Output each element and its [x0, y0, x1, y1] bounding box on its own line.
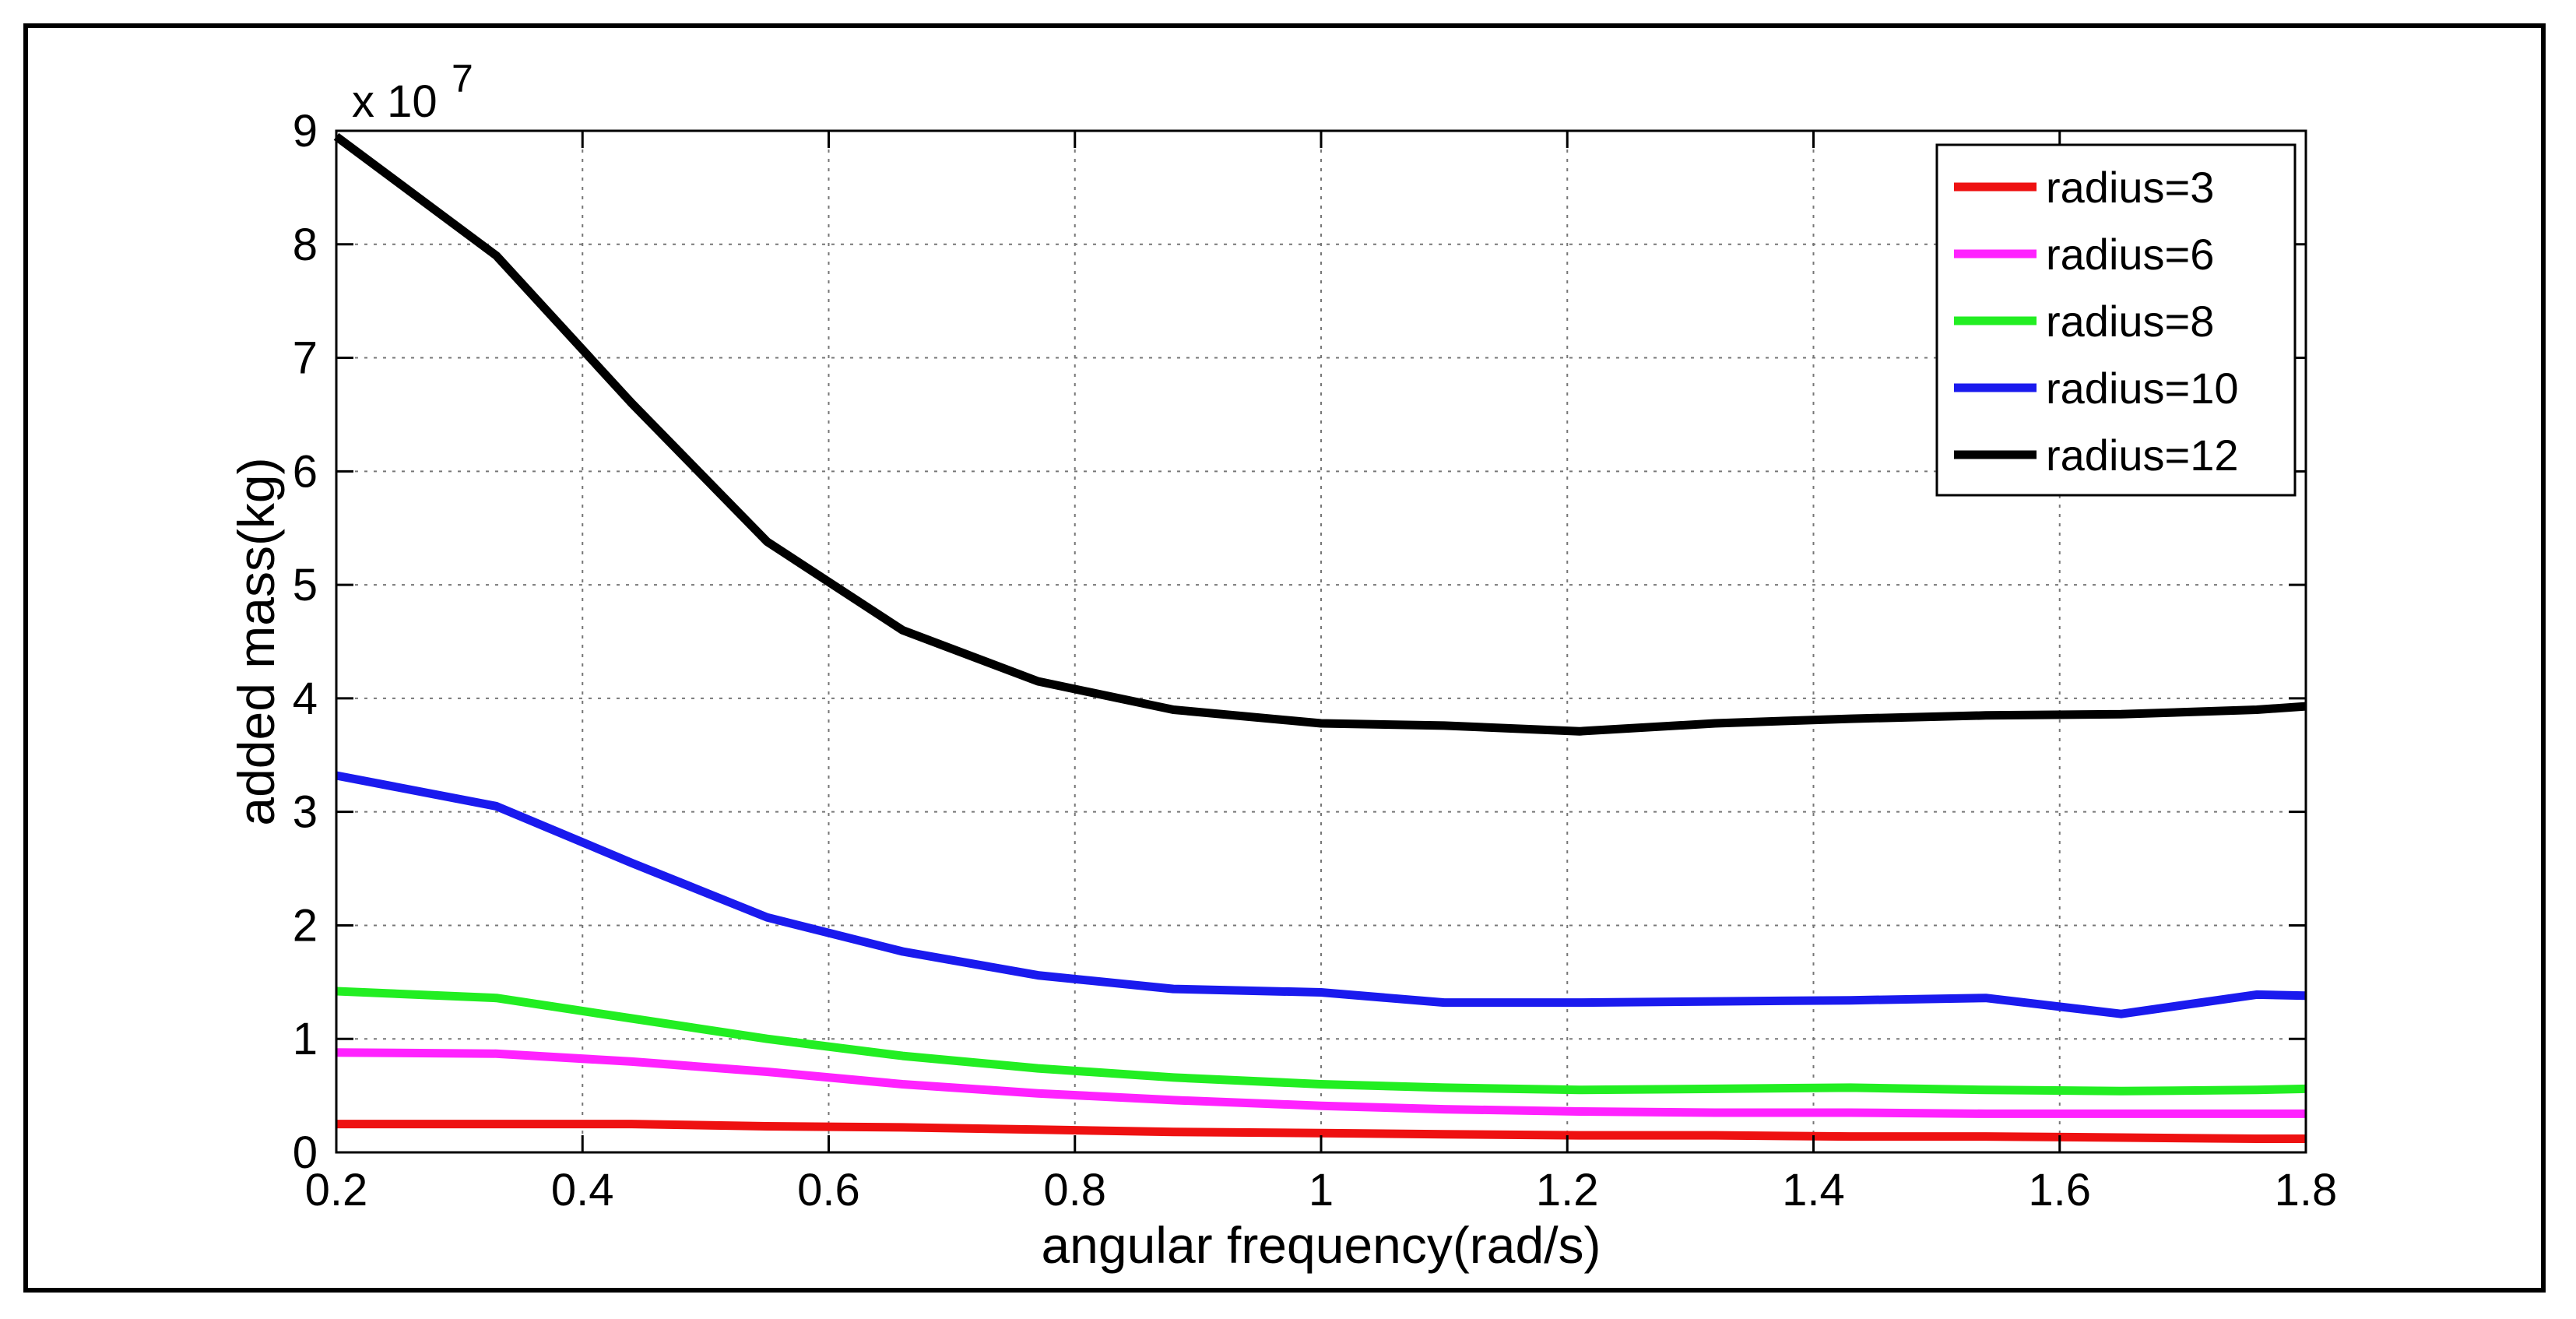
y-tick-label: 5 — [293, 560, 318, 610]
x-tick-label: 0.4 — [551, 1165, 614, 1215]
x-tick-label: 1.2 — [1536, 1165, 1599, 1215]
y-multiplier-exponent: 7 — [452, 57, 473, 100]
x-tick-label: 1.6 — [2028, 1165, 2091, 1215]
series-line-radius-12 — [333, 132, 2307, 736]
x-axis-ticks: 0.2 0.4 0.6 0.8 1 1.2 1.4 1.6 1.8 — [305, 131, 2338, 1215]
x-tick-label: 1.8 — [2275, 1165, 2338, 1215]
y-tick-label: 0 — [293, 1127, 318, 1178]
series-lines — [333, 132, 2307, 1143]
x-tick-label: 1.4 — [1782, 1165, 1845, 1215]
y-tick-label: 2 — [293, 900, 318, 951]
y-tick-label: 6 — [293, 446, 318, 497]
y-axis-ticks: 0 1 2 3 4 5 6 7 8 9 — [293, 106, 2306, 1178]
y-tick-label: 7 — [293, 333, 318, 384]
x-axis-label: angular frequency(rad/s) — [1041, 1216, 1601, 1274]
legend-label: radius=3 — [2046, 163, 2214, 212]
legend-label: radius=6 — [2046, 230, 2214, 279]
y-tick-label: 8 — [293, 220, 318, 270]
y-multiplier-base: x 10 — [352, 76, 438, 127]
x-tick-label: 1 — [1309, 1165, 1334, 1215]
series-line-radius-8 — [336, 987, 2307, 1096]
y-axis-label: added mass(kg) — [227, 457, 285, 825]
x-tick-label: 0.8 — [1043, 1165, 1106, 1215]
legend-label: radius=12 — [2046, 431, 2239, 480]
series-line-radius-3 — [336, 1120, 2306, 1143]
y-tick-label: 1 — [293, 1014, 318, 1064]
y-tick-label: 4 — [293, 674, 318, 724]
series-line-radius-10 — [335, 771, 2307, 1018]
series-line-radius-6 — [336, 1048, 2306, 1118]
x-tick-label: 0.6 — [797, 1165, 860, 1215]
legend: radius=3 radius=6 radius=8 radius=10 radius=… — [1935, 143, 2297, 497]
y-axis-multiplier: x 10 7 — [352, 57, 473, 127]
y-tick-label: 3 — [293, 787, 318, 838]
legend-label: radius=10 — [2046, 364, 2239, 413]
x-tick-label: 0.2 — [305, 1165, 368, 1215]
y-tick-label: 9 — [293, 106, 318, 157]
legend-label: radius=8 — [2046, 297, 2214, 346]
